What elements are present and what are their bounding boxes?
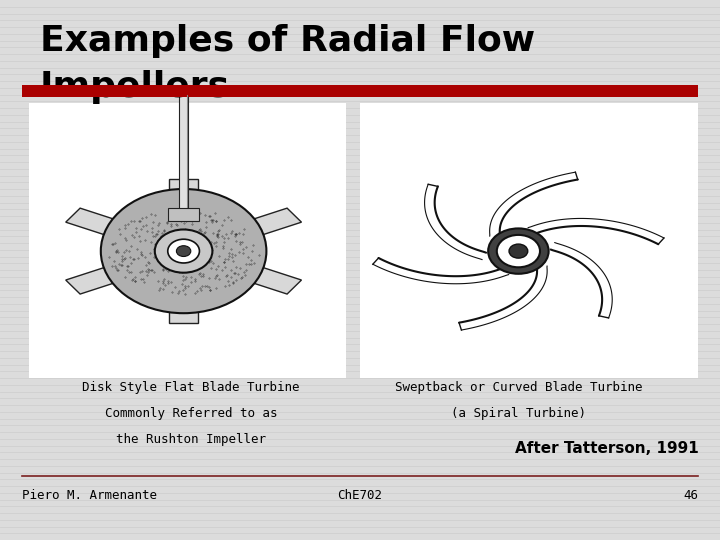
Text: After Tatterson, 1991: After Tatterson, 1991 [515,441,698,456]
Bar [29,103,346,378]
Text: Examples of Radial Flow: Examples of Radial Flow [40,24,535,58]
Polygon shape [169,288,198,323]
Polygon shape [234,208,302,239]
Text: Disk Style Flat Blade Turbine: Disk Style Flat Blade Turbine [82,381,300,394]
Circle shape [155,230,212,273]
Circle shape [101,189,266,313]
Polygon shape [234,263,302,294]
Circle shape [497,235,540,267]
Bar [179,94,189,213]
Polygon shape [66,208,133,239]
Text: ChE702: ChE702 [338,489,382,502]
Text: (a Spiral Turbine): (a Spiral Turbine) [451,407,586,420]
Polygon shape [66,263,133,294]
Bar [168,208,199,221]
Polygon shape [169,179,198,214]
Text: Impellers: Impellers [40,70,230,104]
Text: the Rushton Impeller: the Rushton Impeller [116,433,266,446]
Text: Sweptback or Curved Blade Turbine: Sweptback or Curved Blade Turbine [395,381,642,394]
Circle shape [176,246,191,256]
Circle shape [168,239,199,263]
Circle shape [488,228,549,274]
Text: 46: 46 [683,489,698,502]
Bar [22,85,698,97]
Text: Commonly Referred to as: Commonly Referred to as [104,407,277,420]
Bar [360,103,698,378]
Text: Piero M. Armenante: Piero M. Armenante [22,489,157,502]
Circle shape [509,244,528,258]
